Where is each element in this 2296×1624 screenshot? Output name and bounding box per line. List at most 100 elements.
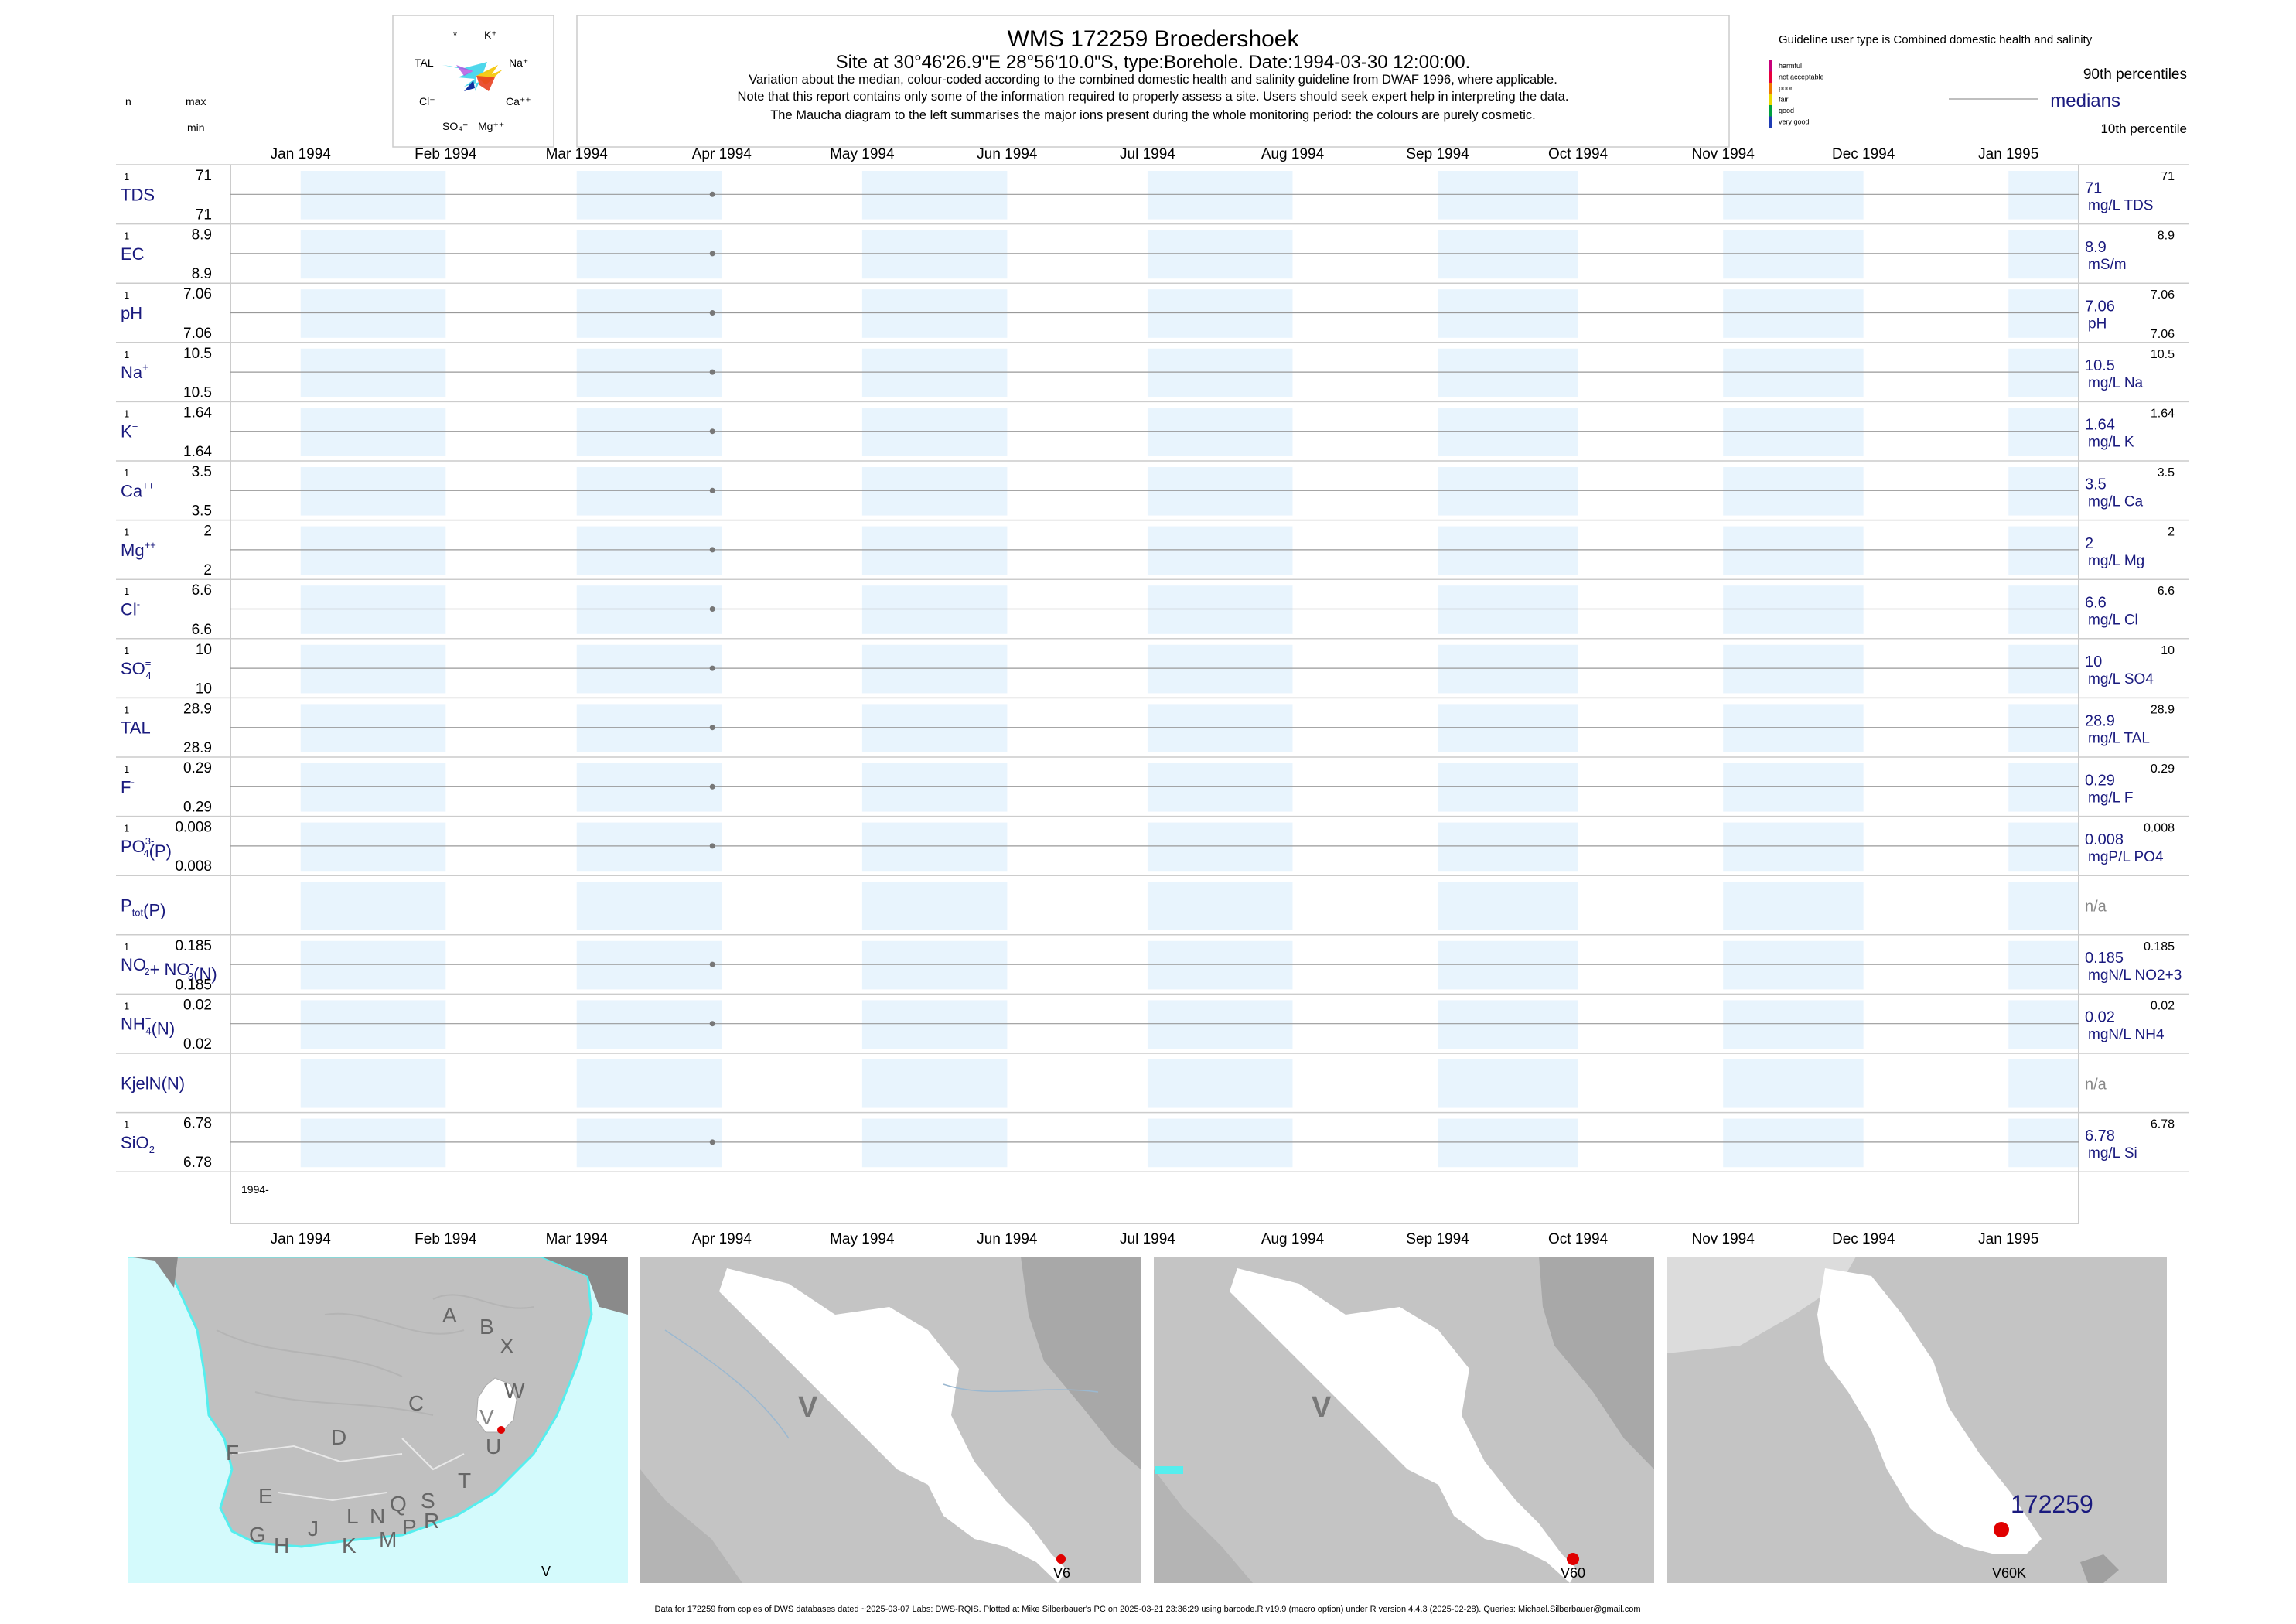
month-shade xyxy=(2008,585,2079,634)
map1-letter-d: D xyxy=(331,1425,346,1449)
median-value-label: 6.78 xyxy=(2085,1128,2115,1145)
p90-value-label: 10.5 xyxy=(2151,348,2175,361)
x-tick-label-bottom: Jan 1994 xyxy=(271,1231,332,1247)
data-point xyxy=(709,487,715,493)
data-point xyxy=(709,606,715,612)
map1-letter-n: N xyxy=(370,1504,385,1528)
x-tick-label-bottom: Mar 1994 xyxy=(546,1231,609,1247)
maucha-label-na: Na⁺ xyxy=(509,56,528,69)
month-shade xyxy=(576,408,722,456)
p10-value-label: 7.06 xyxy=(2151,328,2175,341)
site-marker-map1 xyxy=(497,1426,505,1434)
count-n: 1 xyxy=(124,1000,129,1012)
min-value: 6.6 xyxy=(192,622,212,638)
map1-letter-m: M xyxy=(379,1527,397,1551)
median-value-label: 0.185 xyxy=(2085,950,2124,967)
param-label: NO-2+ NO-3(N) xyxy=(121,954,217,984)
data-point xyxy=(709,783,715,790)
month-shade xyxy=(1723,704,1864,752)
max-value: 3.5 xyxy=(192,464,212,480)
p90-value-label: 3.5 xyxy=(2158,466,2175,479)
x-tick-label-top: Sep 1994 xyxy=(1406,146,1469,162)
month-shade xyxy=(576,1059,722,1108)
median-value-label: 6.6 xyxy=(2085,595,2107,612)
count-n: 1 xyxy=(124,171,129,183)
median-value-label: 0.02 xyxy=(2085,1009,2115,1026)
p90-value-label: 0.185 xyxy=(2144,940,2175,954)
x-axis-bottom: Jan 1994 Feb 1994 Mar 1994 Apr 1994 May 1994… xyxy=(271,1231,2039,1247)
title-block: WMS 172259 Broedershoek Site at 30°46'26… xyxy=(576,15,1730,148)
month-shade xyxy=(1147,348,1293,397)
month-shade xyxy=(861,171,1008,220)
map1-letter-a: A xyxy=(442,1303,457,1327)
header-max: max xyxy=(186,95,206,107)
x-tick-label-bottom: Jul 1994 xyxy=(1120,1231,1175,1247)
min-value: 71 xyxy=(196,207,212,223)
month-shade xyxy=(1723,408,1864,456)
month-shade xyxy=(1438,1118,1578,1168)
month-shade xyxy=(1438,882,1578,930)
unit-label: mg/L Si xyxy=(2088,1145,2137,1162)
max-value: 0.29 xyxy=(183,760,212,776)
map1-letter-r: R xyxy=(424,1509,439,1533)
min-value: 0.185 xyxy=(175,977,212,993)
maucha-label-tal: TAL xyxy=(415,56,434,69)
p90-value-label: 7.06 xyxy=(2151,288,2175,302)
month-shade xyxy=(2008,940,2079,990)
legend-medians: medians xyxy=(2050,90,2120,111)
x-tick-label-bottom: Jan 1995 xyxy=(1978,1231,2038,1247)
legend-label-fair: fair xyxy=(1779,96,1789,104)
max-value: 0.185 xyxy=(175,938,212,954)
month-shade xyxy=(861,408,1008,456)
map-secondary-catchment: V V60 xyxy=(1154,1257,1654,1583)
maucha-label-ca: Ca⁺⁺ xyxy=(506,95,531,107)
month-shade xyxy=(576,1000,722,1049)
month-shade xyxy=(861,230,1008,279)
median-value-label: 0.008 xyxy=(2085,831,2124,848)
x-tick-label-top: Mar 1994 xyxy=(546,146,609,162)
count-n: 1 xyxy=(124,585,129,597)
param-label: EC xyxy=(121,244,145,264)
month-shade xyxy=(1438,1059,1578,1108)
month-shade xyxy=(1438,467,1578,516)
unit-label: mg/L K xyxy=(2088,435,2134,451)
count-n: 1 xyxy=(124,349,129,360)
row-ec: EC1 8.98.98.9mS/m8.9 xyxy=(116,227,2189,284)
month-shade xyxy=(1438,408,1578,456)
legend-label-poor: poor xyxy=(1779,84,1793,92)
month-shade xyxy=(1723,171,1864,220)
month-shade xyxy=(861,763,1008,812)
count-n: 1 xyxy=(124,527,129,538)
max-value: 28.9 xyxy=(183,701,212,717)
page-subtitle: Site at 30°46'26.9"E 28°56'10.0"S, type:… xyxy=(836,52,1471,73)
month-shade xyxy=(1723,230,1864,279)
maucha-label-k: K⁺ xyxy=(484,29,497,41)
month-shade xyxy=(1723,940,1864,990)
param-label: SO= 4 xyxy=(121,657,152,681)
p90-value-label: 0.29 xyxy=(2151,763,2175,776)
map1-letter-h: H xyxy=(274,1534,289,1557)
x-tick-label-top: Apr 1994 xyxy=(692,146,752,162)
count-n: 1 xyxy=(124,1119,129,1131)
month-shade xyxy=(1723,1059,1864,1108)
month-shade xyxy=(300,526,446,575)
map-primary-catchment: V V6 xyxy=(640,1257,1141,1583)
row-ptot: Ptot(P) n/a xyxy=(116,896,2189,936)
x-tick-label-bottom: Oct 1994 xyxy=(1548,1231,1609,1247)
unit-label: mg/L Mg xyxy=(2088,553,2144,569)
month-shade xyxy=(1147,1118,1293,1168)
max-value: 10.5 xyxy=(183,346,212,362)
count-n: 1 xyxy=(124,230,129,242)
data-point xyxy=(709,251,715,257)
month-shade xyxy=(576,1118,722,1168)
count-n: 1 xyxy=(124,645,129,657)
month-shade xyxy=(861,467,1008,516)
month-shade xyxy=(576,763,722,812)
x-tick-label-bottom: Feb 1994 xyxy=(415,1231,477,1247)
p90-value-label: 8.9 xyxy=(2158,230,2175,243)
count-n: 1 xyxy=(124,941,129,953)
